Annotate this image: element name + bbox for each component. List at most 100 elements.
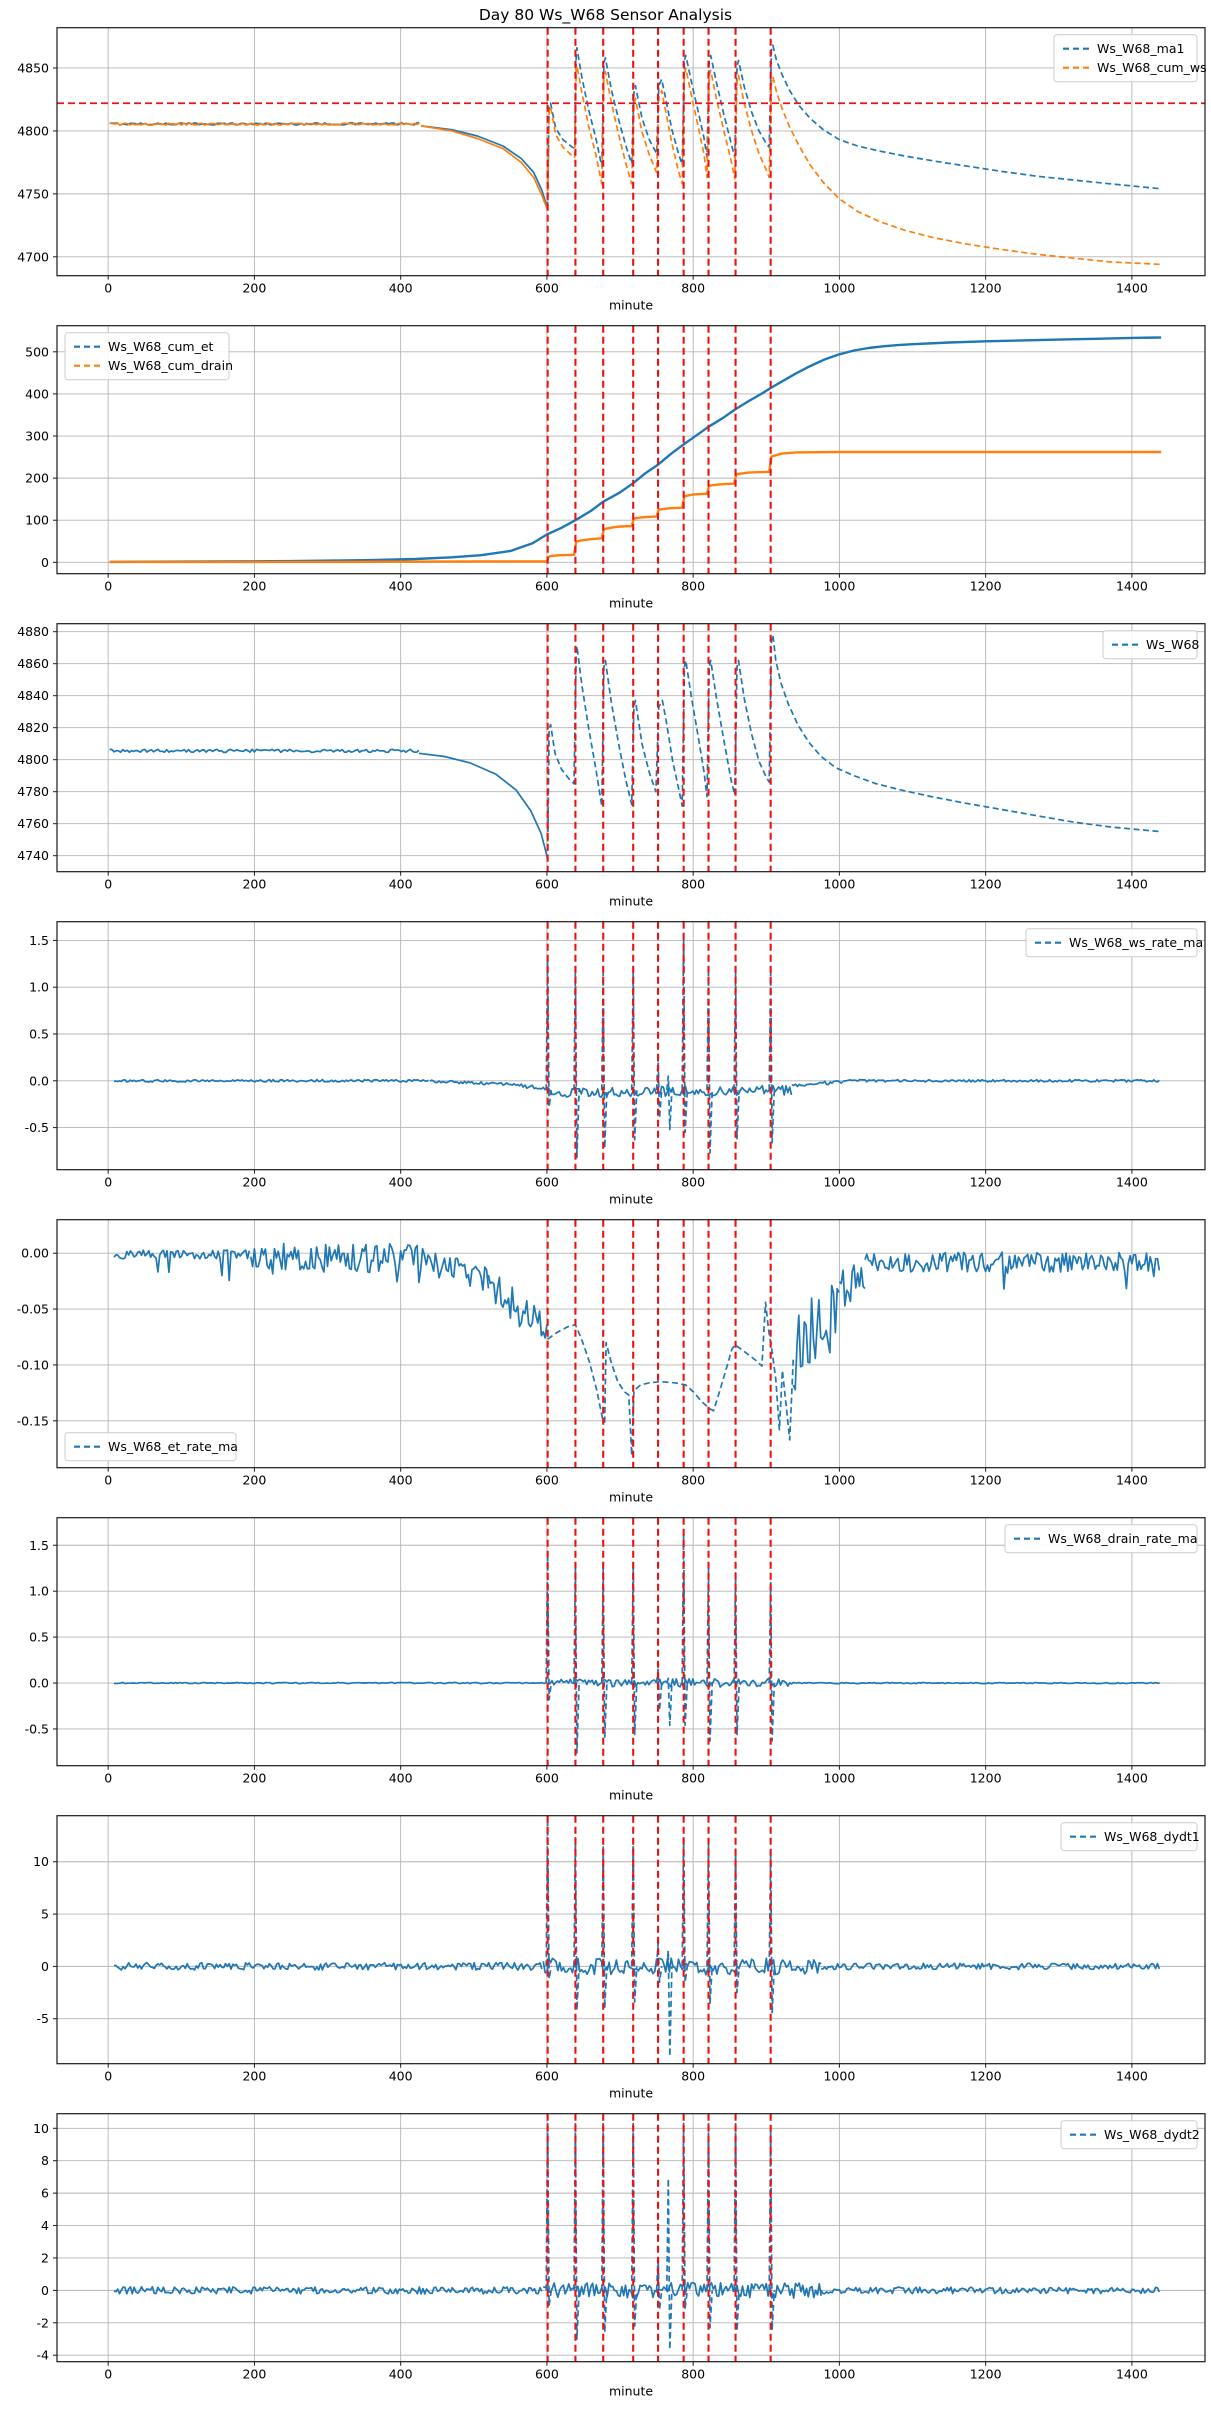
tick-labels: 0 200 400 600 800 1000 1200 1400 4740 4760 4780 480… bbox=[17, 624, 1148, 892]
x-tick-label: 800 bbox=[681, 1175, 705, 1190]
x-tick-label: 1200 bbox=[970, 579, 1002, 594]
x-tick-label: 600 bbox=[535, 2069, 559, 2084]
event-vlines bbox=[546, 1517, 772, 1766]
x-tick-label: 800 bbox=[681, 2367, 705, 2382]
x-tick-label: 400 bbox=[389, 579, 413, 594]
plot-area bbox=[109, 623, 1162, 872]
y-tick-label: 4700 bbox=[17, 249, 49, 264]
x-tick-label: 600 bbox=[535, 579, 559, 594]
subplot-ws-rate-ma: 0 200 400 600 800 1000 1200 1400 -0.5 0.0 0.5 1.0 1.… bbox=[25, 921, 1206, 1207]
x-axis-label: minute bbox=[609, 1192, 653, 1207]
x-tick-label: 1400 bbox=[1116, 2367, 1148, 2382]
plot-area bbox=[109, 325, 1162, 574]
axes-frame bbox=[56, 623, 1206, 873]
y-tick-label: -0.10 bbox=[17, 1357, 49, 1372]
event-vlines bbox=[546, 1815, 772, 2064]
x-axis-label: minute bbox=[609, 1788, 653, 1803]
series-Ws_W68_dydt2 bbox=[113, 2120, 1161, 2351]
axes-frame bbox=[56, 921, 1206, 1171]
x-tick-label: 800 bbox=[681, 2069, 705, 2084]
x-tick-label: 200 bbox=[242, 1175, 266, 1190]
event-vlines bbox=[546, 2113, 772, 2362]
subplot-dydt1: 0 200 400 600 800 1000 1200 1400 -5 0 5 10 minute Ws_… bbox=[33, 1815, 1206, 2101]
legend-label: Ws_W68_cum_et bbox=[108, 339, 214, 354]
y-tick-label: 4780 bbox=[17, 784, 49, 799]
axes-frame bbox=[56, 1219, 1206, 1469]
legend: Ws_W68_drain_rate_ma bbox=[1004, 1524, 1198, 1554]
x-tick-label: 1200 bbox=[970, 1175, 1002, 1190]
y-tick-label: 400 bbox=[25, 386, 49, 401]
plot-area bbox=[113, 1219, 1161, 1468]
subplot-ws-w68: 0 200 400 600 800 1000 1200 1400 4740 4760 4780 480… bbox=[17, 623, 1206, 909]
legend: Ws_W68 bbox=[1102, 630, 1199, 660]
y-tick-label: 1.0 bbox=[29, 980, 49, 995]
x-tick-label: 0 bbox=[104, 877, 112, 892]
legend-label: Ws_W68_dydt1 bbox=[1104, 1829, 1200, 1844]
x-tick-label: 1000 bbox=[823, 579, 855, 594]
x-tick-label: 1000 bbox=[823, 1175, 855, 1190]
grid bbox=[57, 1815, 1205, 2064]
y-tick-label: 10 bbox=[33, 1854, 49, 1869]
tick-labels: 0 200 400 600 800 1000 1200 1400 -4 -2 0 2 4 6 8 10 bbox=[33, 2121, 1148, 2382]
figure-title: Day 80 Ws_W68 Sensor Analysis bbox=[478, 6, 733, 24]
legend-label: Ws_W68 bbox=[1146, 637, 1199, 652]
tick-labels: 0 200 400 600 800 1000 1200 1400 4700 4750 4800 485… bbox=[17, 60, 1148, 295]
x-tick-label: 1200 bbox=[970, 2367, 1002, 2382]
event-vlines bbox=[546, 1219, 772, 1468]
y-tick-label: 0.5 bbox=[29, 1027, 49, 1042]
series-Ws_W68_et_rate_ma bbox=[113, 1242, 1161, 1457]
plot-area bbox=[113, 1815, 1161, 2064]
y-tick-label: 4860 bbox=[17, 656, 49, 671]
y-tick-label: 300 bbox=[25, 429, 49, 444]
grid bbox=[57, 921, 1205, 1170]
x-tick-label: 0 bbox=[104, 2367, 112, 2382]
tick-labels: 0 200 400 600 800 1000 1200 1400 -5 0 5 10 bbox=[33, 1854, 1148, 2083]
legend: Ws_W68_et_rate_ma bbox=[64, 1432, 238, 1462]
x-tick-label: 1400 bbox=[1116, 579, 1148, 594]
y-tick-label: 0.0 bbox=[29, 1073, 49, 1088]
legend-label: Ws_W68_ma1 bbox=[1097, 41, 1184, 56]
plot-area bbox=[113, 2113, 1161, 2362]
x-tick-label: 200 bbox=[242, 281, 266, 296]
y-tick-label: 4760 bbox=[17, 816, 49, 831]
legend-label: Ws_W68_dydt2 bbox=[1104, 2127, 1200, 2142]
y-tick-label: 0.5 bbox=[29, 1630, 49, 1645]
y-tick-label: 4 bbox=[41, 2218, 49, 2233]
x-tick-label: 200 bbox=[242, 877, 266, 892]
y-tick-label: 4800 bbox=[17, 123, 49, 138]
y-tick-label: 6 bbox=[41, 2186, 49, 2201]
y-tick-label: 0 bbox=[41, 2283, 49, 2298]
series-Ws_W68_cum_drain bbox=[109, 450, 1162, 564]
tick-labels: 0 200 400 600 800 1000 1200 1400 -0.5 0.0 0.5 1.0 1.… bbox=[25, 1538, 1148, 1786]
x-tick-label: 0 bbox=[104, 281, 112, 296]
x-tick-label: 200 bbox=[242, 2069, 266, 2084]
y-tick-label: 4740 bbox=[17, 848, 49, 863]
legend-label: Ws_W68_drain_rate_ma bbox=[1048, 1531, 1198, 1546]
x-tick-label: 600 bbox=[535, 281, 559, 296]
x-tick-label: 0 bbox=[104, 1473, 112, 1488]
grid bbox=[57, 2113, 1205, 2362]
y-tick-label: 2 bbox=[41, 2250, 49, 2265]
y-tick-label: -0.5 bbox=[25, 1721, 49, 1736]
tick-labels: 0 200 400 600 800 1000 1200 1400 -0.5 0.0 0.5 1.0 1.… bbox=[25, 933, 1148, 1190]
x-tick-label: 1400 bbox=[1116, 1175, 1148, 1190]
x-tick-label: 1400 bbox=[1116, 1771, 1148, 1786]
y-tick-label: 0.0 bbox=[29, 1676, 49, 1691]
x-tick-label: 800 bbox=[681, 281, 705, 296]
y-tick-label: 5 bbox=[41, 1907, 49, 1922]
plot-area bbox=[57, 27, 1205, 276]
x-tick-label: 1000 bbox=[823, 1473, 855, 1488]
x-tick-label: 600 bbox=[535, 1473, 559, 1488]
y-tick-label: -0.5 bbox=[25, 1120, 49, 1135]
x-tick-label: 0 bbox=[104, 2069, 112, 2084]
legend: Ws_W68_cum_et Ws_W68_cum_drain bbox=[64, 332, 233, 381]
tick-labels: 0 200 400 600 800 1000 1200 1400 0 100 200 300 400 50… bbox=[25, 344, 1148, 593]
x-tick-label: 200 bbox=[242, 1473, 266, 1488]
x-tick-label: 1200 bbox=[970, 1473, 1002, 1488]
y-tick-label: 200 bbox=[25, 471, 49, 486]
subplot-dydt2: 0 200 400 600 800 1000 1200 1400 -4 -2 0 2 4 6 8 10 minu… bbox=[33, 2113, 1206, 2399]
y-tick-label: -0.15 bbox=[17, 1413, 49, 1428]
y-tick-label: -5 bbox=[37, 2011, 49, 2026]
x-tick-label: 400 bbox=[389, 281, 413, 296]
